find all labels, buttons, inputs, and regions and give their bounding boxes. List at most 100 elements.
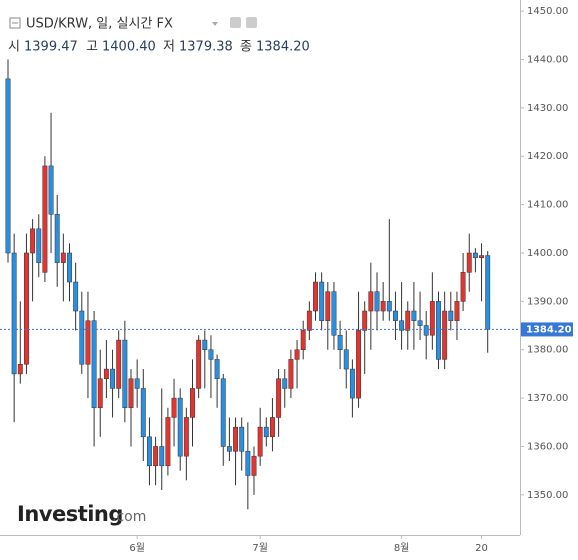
x-tick-label: 6월 (129, 542, 145, 554)
y-tick-label: 1420.00 (527, 151, 568, 162)
candle-body (208, 349, 214, 360)
candle-body (85, 320, 91, 365)
y-tick-label: 1450.00 (527, 6, 568, 17)
ohlc-value: 1384.20 (256, 40, 310, 55)
candle-body (436, 301, 441, 360)
candle-body (294, 349, 300, 360)
candle-body (460, 272, 466, 302)
collapse-icon[interactable] (9, 17, 21, 29)
y-tick-label: 1350.00 (527, 490, 568, 501)
candle-body (30, 228, 36, 254)
candle-body (448, 310, 454, 321)
y-tick-label: 1400.00 (527, 248, 568, 259)
candle-body (116, 339, 122, 389)
candle-body (159, 446, 165, 467)
watermark-suffix: .com (112, 509, 146, 525)
candle-body (103, 368, 109, 380)
candle-body (479, 255, 485, 259)
y-tick-label: 1430.00 (527, 103, 568, 114)
ohlc-value: 1400.40 (102, 40, 156, 55)
y-tick-label: 1440.00 (527, 54, 568, 65)
x-tick-label: 7월 (252, 542, 268, 554)
candle-body (73, 281, 79, 312)
candle-body (282, 378, 288, 389)
candle-body (417, 320, 423, 326)
y-tick-label: 1390.00 (527, 296, 568, 307)
candle-body (165, 417, 171, 467)
settings-icon[interactable] (230, 17, 241, 28)
candle-body (190, 388, 195, 418)
candle-body (140, 388, 146, 438)
candle-body (171, 397, 177, 418)
candle-body (313, 281, 318, 312)
candle-body (362, 310, 368, 331)
candle-body (202, 339, 208, 350)
candle-body (183, 417, 189, 457)
candle-body (300, 330, 306, 350)
candle-body (251, 455, 257, 476)
candle-body (368, 291, 374, 312)
y-tick-label: 1370.00 (527, 393, 568, 404)
candle-body (423, 325, 429, 336)
candle-body (306, 310, 312, 331)
candle-body (48, 165, 54, 215)
candle-body (356, 330, 362, 399)
ohlc-label: 시 (8, 40, 20, 55)
x-tick-label: 20 (475, 543, 488, 554)
last-price-label: 1384.20 (526, 324, 572, 335)
candle-body (325, 291, 331, 321)
candle-body (67, 252, 72, 283)
candle-body (257, 426, 263, 457)
candle-body (79, 310, 85, 365)
ohlc-value: 1379.38 (179, 40, 233, 55)
chart-title: USD/KRW, 일, 실시간 FX (26, 17, 173, 32)
candle-body (454, 301, 460, 321)
candle-body (11, 252, 17, 375)
last-price-tag (521, 322, 573, 337)
candle-body (442, 310, 448, 360)
y-tick-label: 1360.00 (527, 441, 568, 452)
x-tick-label: 8월 (394, 542, 410, 554)
candle-body (220, 378, 226, 447)
candle-body (374, 291, 380, 312)
candle-body (466, 252, 472, 273)
candle-body (214, 359, 220, 380)
candle-body (380, 301, 386, 312)
candle-body (349, 368, 355, 399)
candle-body (399, 320, 405, 331)
candle-body (405, 310, 411, 331)
candle-body (177, 397, 183, 457)
candle-body (429, 301, 435, 336)
candle-body (36, 228, 42, 263)
candle-body (110, 368, 115, 389)
ohlc-label: 종 (240, 40, 252, 55)
candle-body (485, 255, 491, 330)
candle-body (263, 426, 269, 438)
candle-body (226, 446, 232, 452)
candle-body (24, 252, 29, 365)
ohlc-value: 1399.47 (24, 40, 78, 55)
watermark-brand: Investing (17, 502, 123, 526)
dropdown-arrow[interactable] (212, 22, 218, 26)
candle-body (472, 252, 478, 259)
candle-body (233, 426, 239, 452)
candle-body (17, 363, 23, 375)
candle-body (128, 378, 134, 409)
gear-icon[interactable] (246, 17, 257, 28)
candle-body (411, 310, 417, 321)
ohlc-label: 고 (86, 40, 98, 55)
candle-body (54, 214, 60, 263)
y-tick-label: 1380.00 (527, 345, 568, 356)
candle-body (331, 291, 337, 336)
candle-body (288, 359, 294, 389)
candle-body (196, 339, 202, 389)
candle-body (134, 378, 140, 389)
candle-body (245, 451, 251, 476)
candle-body (122, 339, 128, 409)
candle-body (5, 78, 11, 254)
candle-body (91, 320, 97, 409)
candle-body (239, 426, 245, 452)
candle-body (343, 349, 349, 370)
